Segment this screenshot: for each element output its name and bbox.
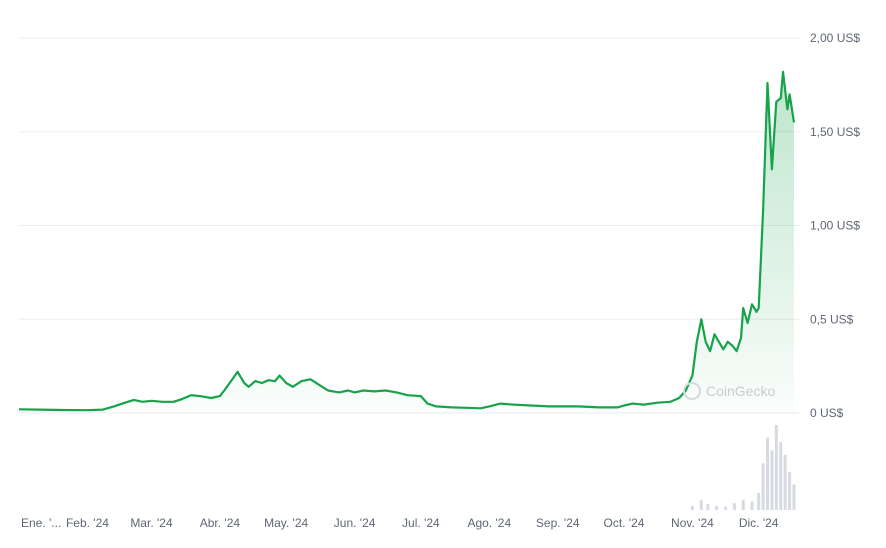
volume-bar-0 [690,505,694,510]
volume-bar-6 [741,499,745,510]
x-tick-label-6: Jul. '24 [402,516,440,530]
volume-bar-14 [783,454,787,510]
volume-bar-5 [732,503,736,510]
y-tick-label-0: 0 US$ [810,406,844,420]
volume-bar-13 [779,442,783,510]
volume-bar-4 [724,506,728,510]
volume-bar-16 [792,484,796,510]
volume-bar-15 [788,471,792,510]
volume-bar-10 [766,437,770,510]
x-tick-label-9: Oct. '24 [603,516,644,530]
volume-bar-9 [761,463,765,510]
volume-bar-7 [750,501,754,510]
y-tick-label-3: 1,50 US$ [810,125,860,139]
y-tick-label-4: 2,00 US$ [810,31,860,45]
x-tick-label-4: May. '24 [264,516,308,530]
x-tick-label-3: Abr. '24 [200,516,241,530]
volume-bar-3 [715,505,719,510]
watermark: CoinGecko [683,382,775,400]
volume-bar-11 [770,450,774,510]
x-tick-label-5: Jun. '24 [334,516,376,530]
volume-bar-1 [699,499,703,510]
x-tick-label-10: Nov. '24 [671,516,714,530]
x-tick-label-2: Mar. '24 [130,516,173,530]
y-tick-label-2: 1,00 US$ [810,219,860,233]
volume-bar-2 [706,504,710,510]
x-tick-label-7: Ago. '24 [467,516,511,530]
coingecko-logo-icon [683,382,701,400]
x-tick-label-0: Ene. '... [21,516,61,530]
volume-bar-8 [757,493,761,510]
price-area-fill [19,71,794,414]
price-line [18,70,796,412]
watermark-text: CoinGecko [706,383,775,399]
x-tick-label-11: Dic. '24 [739,516,779,530]
x-tick-label-8: Sep. '24 [536,516,580,530]
volume-bar-12 [774,425,778,510]
x-tick-label-1: Feb. '24 [66,516,109,530]
y-tick-label-1: 0,5 US$ [810,312,854,326]
